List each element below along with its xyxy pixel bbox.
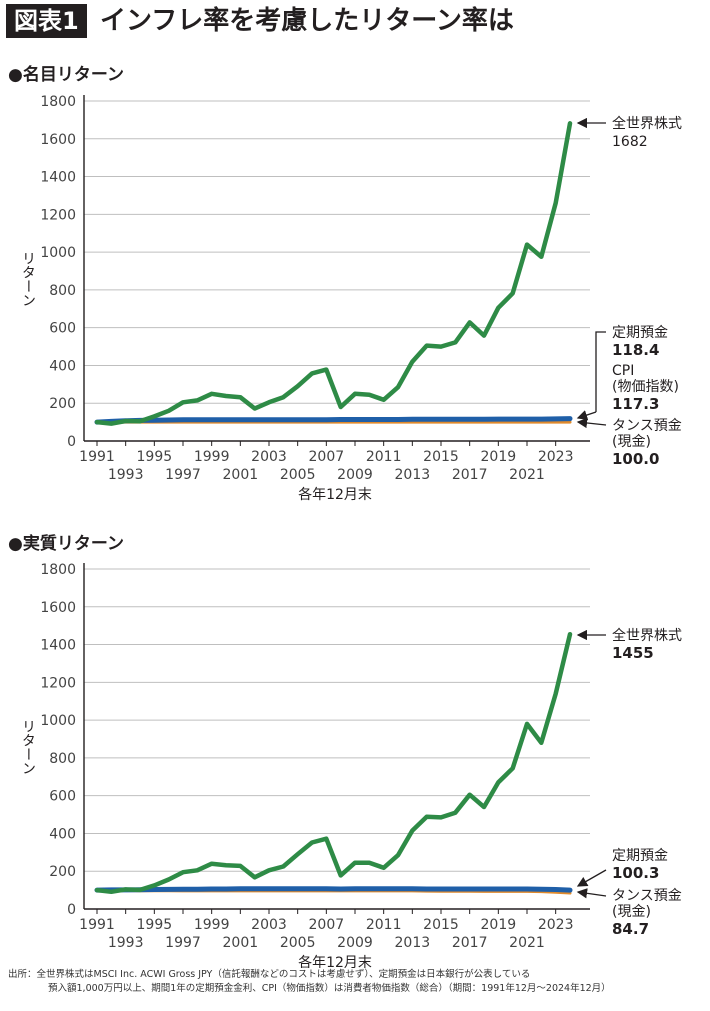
x-tick-label: 2021 — [509, 935, 545, 951]
x-tick-label: 1999 — [194, 917, 230, 933]
annotation-value-tansu: 100.0 — [612, 450, 659, 468]
y-tick-label: 1800 — [40, 562, 76, 578]
x-tick-label: 2007 — [309, 449, 345, 465]
x-tick-label: 2023 — [538, 917, 574, 933]
figure-badge: 図表1 — [6, 4, 87, 38]
x-tick-label: 1993 — [108, 467, 144, 483]
y-tick-label: 800 — [49, 751, 76, 767]
annotation-value-time-deposit: 100.3 — [612, 864, 659, 882]
x-tick-label: 2019 — [481, 449, 517, 465]
annotation-name-tansu: タンス預金 — [612, 888, 682, 904]
annotation-name-tansu: (現金) — [612, 904, 651, 920]
series-line-time-deposit — [94, 886, 573, 893]
y-tick-label: 1200 — [40, 207, 76, 223]
y-tick-label: 1400 — [40, 638, 76, 654]
annotation-arrow — [576, 888, 607, 899]
x-tick-label: 2015 — [423, 917, 459, 933]
chart-title: ●実質リターン — [8, 533, 124, 554]
annotation-value-time-deposit: 118.4 — [612, 341, 659, 359]
annotation-value-tansu: 84.7 — [612, 920, 649, 938]
chart-real-return: ●実質リターン 0 200 400 600 800 1000 1200 1400 1600 1800… — [8, 533, 682, 968]
chart-nominal-return: ●名目リターン 0 200 400 600 800 1000 1200 1400 1600 1800… — [8, 64, 682, 503]
x-tick-label: 1995 — [137, 449, 173, 465]
y-tick-label: 400 — [49, 826, 76, 842]
y-tick-label: 0 — [67, 902, 76, 918]
x-tick-label: 2009 — [337, 467, 373, 483]
annotation-arrow — [576, 410, 597, 421]
x-tick-label: 1991 — [79, 449, 115, 465]
x-tick-label: 2003 — [251, 449, 287, 465]
annotation-value-world-stock: 1455 — [612, 644, 654, 662]
y-tick-label: 1000 — [40, 713, 76, 729]
series-line-world-stock — [94, 631, 573, 895]
annotation-name-tansu: タンス預金 — [612, 418, 682, 434]
annotation-name-world-stock: 全世界株式 — [612, 627, 682, 644]
x-tick-label: 1995 — [137, 917, 173, 933]
x-tick-label: 2007 — [309, 917, 345, 933]
x-tick-label: 2015 — [423, 449, 459, 465]
x-tick-label: 1997 — [165, 935, 201, 951]
x-tick-label: 2011 — [366, 917, 402, 933]
series-line-time-deposit — [94, 416, 573, 425]
figure-title: インフレ率を考慮したリターン率は — [100, 6, 514, 36]
header: 図表1 インフレ率を考慮したリターン率は — [0, 0, 710, 42]
annotation-name-time-deposit: 定期預金 — [612, 848, 668, 864]
y-tick-label: 200 — [49, 864, 76, 880]
annotation-arrow — [576, 417, 607, 429]
footnote: 出所：全世界株式はMSCI Inc. ACWI Gross JPY（信託報酬など… — [8, 968, 708, 996]
x-tick-label: 2009 — [337, 935, 373, 951]
annotation-name-cpi: CPI — [612, 363, 634, 379]
y-tick-label: 1800 — [40, 94, 76, 110]
x-tick-label: 1993 — [108, 935, 144, 951]
annotation-bracket — [595, 331, 606, 412]
y-tick-label: 0 — [67, 434, 76, 450]
x-tick-label: 2017 — [452, 935, 488, 951]
annotation-arrow — [576, 869, 607, 887]
x-tick-label: 1991 — [79, 917, 115, 933]
y-tick-label: 400 — [49, 358, 76, 374]
y-axis-label: リターン — [20, 719, 36, 775]
annotation-name-cpi: (物価指数) — [612, 379, 679, 395]
footnote-line-1: 出所：全世界株式はMSCI Inc. ACWI Gross JPY（信託報酬など… — [8, 969, 531, 980]
x-tick-label: 2001 — [223, 935, 259, 951]
annotation-name-world-stock: 全世界株式 — [612, 115, 682, 132]
x-tick-label: 2001 — [223, 467, 259, 483]
x-tick-label: 2003 — [251, 917, 287, 933]
annotation-value-world-stock: 1682 — [612, 134, 648, 150]
chart-title: ●名目リターン — [8, 64, 124, 85]
x-tick-label: 2019 — [481, 917, 517, 933]
y-tick-label: 1000 — [40, 245, 76, 261]
y-tick-label: 1600 — [40, 600, 76, 616]
x-tick-label: 2017 — [452, 467, 488, 483]
y-tick-label: 200 — [49, 396, 76, 412]
annotation-name-tansu: (現金) — [612, 434, 651, 450]
y-tick-label: 800 — [49, 283, 76, 299]
x-tick-label: 1999 — [194, 449, 230, 465]
y-tick-label: 600 — [49, 321, 76, 337]
annotation-name-time-deposit: 定期預金 — [612, 325, 668, 341]
x-tick-label: 2011 — [366, 449, 402, 465]
y-tick-label: 600 — [49, 789, 76, 805]
y-tick-label: 1400 — [40, 170, 76, 186]
x-tick-label: 1997 — [165, 467, 201, 483]
x-tick-label: 2023 — [538, 449, 574, 465]
series-line-world-stock — [94, 121, 573, 426]
footnote-line-2: 預入額1,000万円以上、期間1年の定期預金金利、CPI（物価指数）は消費者物価… — [48, 983, 611, 994]
y-axis-label: リターン — [20, 251, 36, 307]
x-tick-label: 2005 — [280, 467, 316, 483]
x-axis-label: 各年12月末 — [298, 955, 372, 968]
x-tick-label: 2021 — [509, 467, 545, 483]
y-tick-label: 1200 — [40, 675, 76, 691]
x-tick-label: 2013 — [395, 935, 431, 951]
y-tick-label: 1600 — [40, 132, 76, 148]
x-tick-label: 2013 — [395, 467, 431, 483]
x-tick-label: 2005 — [280, 935, 316, 951]
annotation-value-cpi: 117.3 — [612, 395, 659, 413]
charts-canvas: ●名目リターン 0 200 400 600 800 1000 1200 1400 1600 1800… — [8, 64, 682, 968]
x-axis-label: 各年12月末 — [298, 487, 372, 503]
